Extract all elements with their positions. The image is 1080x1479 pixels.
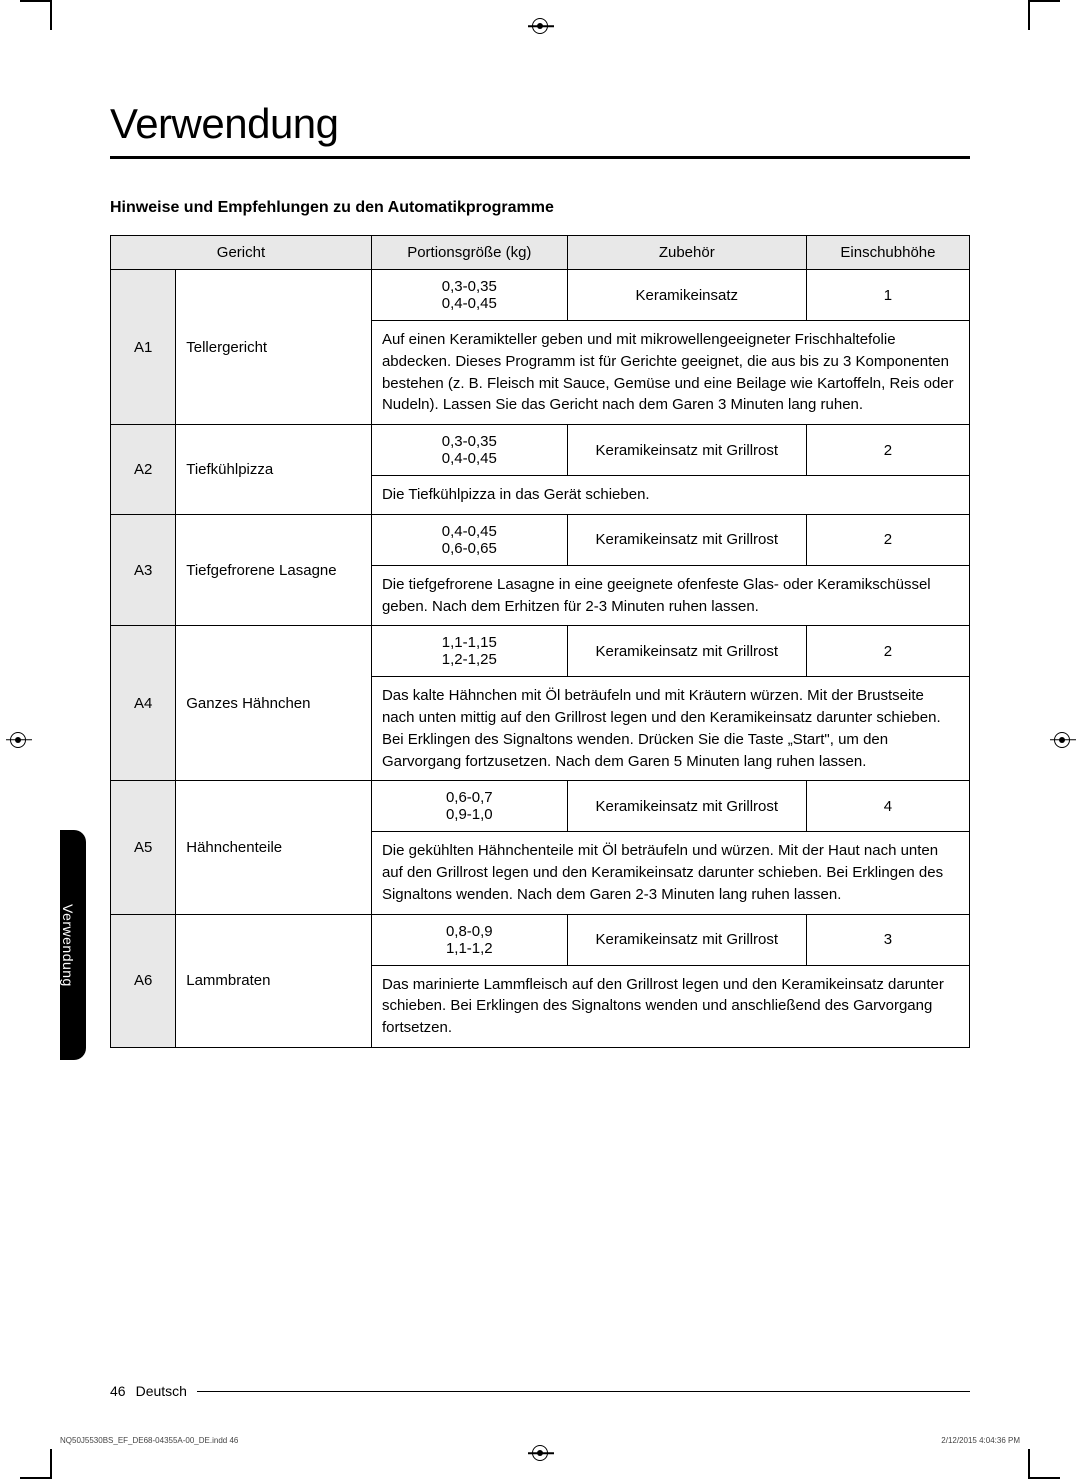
program-description: Das kalte Hähnchen mit Öl beträufeln und… [371,677,969,781]
col-portion: Portionsgröße (kg) [371,236,567,270]
crop-mark [1030,0,1060,2]
print-meta-footer: NQ50J5530BS_EF_DE68-04355A-00_DE.indd 46… [60,1436,1020,1445]
insert-level: 2 [806,626,969,677]
crop-mark [1028,1449,1030,1479]
accessory: Keramikeinsatz mit Grillrost [567,514,806,565]
title-rule [110,156,970,159]
page-title: Verwendung [110,100,970,148]
portion-size: 0,3-0,350,4-0,45 [371,270,567,321]
insert-level: 2 [806,514,969,565]
registration-mark-icon [10,732,26,748]
page-language: Deutsch [136,1383,187,1399]
portion-size: 0,8-0,91,1-1,2 [371,914,567,965]
crop-mark [20,0,50,2]
program-code: A3 [111,514,176,626]
registration-mark-icon [1054,732,1070,748]
program-code: A4 [111,626,176,781]
insert-level: 2 [806,425,969,476]
col-dish: Gericht [111,236,372,270]
dish-name: Ganzes Hähnchen [176,626,372,781]
crop-mark [50,0,52,30]
table-row: A1Tellergericht0,3-0,350,4-0,45Keramikei… [111,270,970,321]
program-code: A5 [111,781,176,914]
accessory: Keramikeinsatz mit Grillrost [567,914,806,965]
dish-name: Tellergericht [176,270,372,425]
dish-name: Hähnchenteile [176,781,372,914]
page-footer: 46 Deutsch [110,1383,970,1399]
program-code: A6 [111,914,176,1047]
crop-mark [50,1449,52,1479]
program-description: Die Tiefkühlpizza in das Gerät schieben. [371,476,969,515]
program-description: Die gekühlten Hähnchenteile mit Öl beträ… [371,832,969,914]
portion-size: 0,4-0,450,6-0,65 [371,514,567,565]
dish-name: Tiefkühlpizza [176,425,372,515]
accessory: Keramikeinsatz mit Grillrost [567,425,806,476]
accessory: Keramikeinsatz mit Grillrost [567,781,806,832]
page-number: 46 [110,1383,126,1399]
accessory: Keramikeinsatz [567,270,806,321]
col-level: Einschubhöhe [806,236,969,270]
dish-name: Lammbraten [176,914,372,1047]
dish-name: Tiefgefrorene Lasagne [176,514,372,626]
table-row: A3Tiefgefrorene Lasagne0,4-0,450,6-0,65K… [111,514,970,565]
program-code: A1 [111,270,176,425]
registration-mark-icon [532,18,548,34]
crop-mark [1028,0,1030,30]
portion-size: 1,1-1,151,2-1,25 [371,626,567,677]
program-code: A2 [111,425,176,515]
portion-size: 0,6-0,70,9-1,0 [371,781,567,832]
page-content: Verwendung Hinweise und Empfehlungen zu … [60,40,1020,1078]
program-description: Die tiefgefrorene Lasagne in eine geeign… [371,565,969,626]
programs-table: Gericht Portionsgröße (kg) Zubehör Einsc… [110,235,970,1048]
table-row: A4Ganzes Hähnchen1,1-1,151,2-1,25Keramik… [111,626,970,677]
accessory: Keramikeinsatz mit Grillrost [567,626,806,677]
section-tab-label: Verwendung [60,830,76,1060]
portion-size: 0,3-0,350,4-0,45 [371,425,567,476]
table-row: A5Hähnchenteile0,6-0,70,9-1,0Keramikeins… [111,781,970,832]
section-subtitle: Hinweise und Empfehlungen zu den Automat… [110,199,970,217]
table-row: A6Lammbraten0,8-0,91,1-1,2Keramikeinsatz… [111,914,970,965]
program-description: Das marinierte Lammfleisch auf den Grill… [371,965,969,1047]
col-accessory: Zubehör [567,236,806,270]
insert-level: 1 [806,270,969,321]
insert-level: 3 [806,914,969,965]
registration-mark-icon [532,1445,548,1461]
print-file-name: NQ50J5530BS_EF_DE68-04355A-00_DE.indd 46 [60,1436,238,1445]
section-tab: Verwendung [60,830,86,1060]
print-timestamp: 2/12/2015 4:04:36 PM [941,1436,1020,1445]
program-description: Auf einen Keramikteller geben und mit mi… [371,321,969,425]
footer-rule [197,1391,970,1392]
insert-level: 4 [806,781,969,832]
table-header-row: Gericht Portionsgröße (kg) Zubehör Einsc… [111,236,970,270]
table-row: A2Tiefkühlpizza0,3-0,350,4-0,45Keramikei… [111,425,970,476]
